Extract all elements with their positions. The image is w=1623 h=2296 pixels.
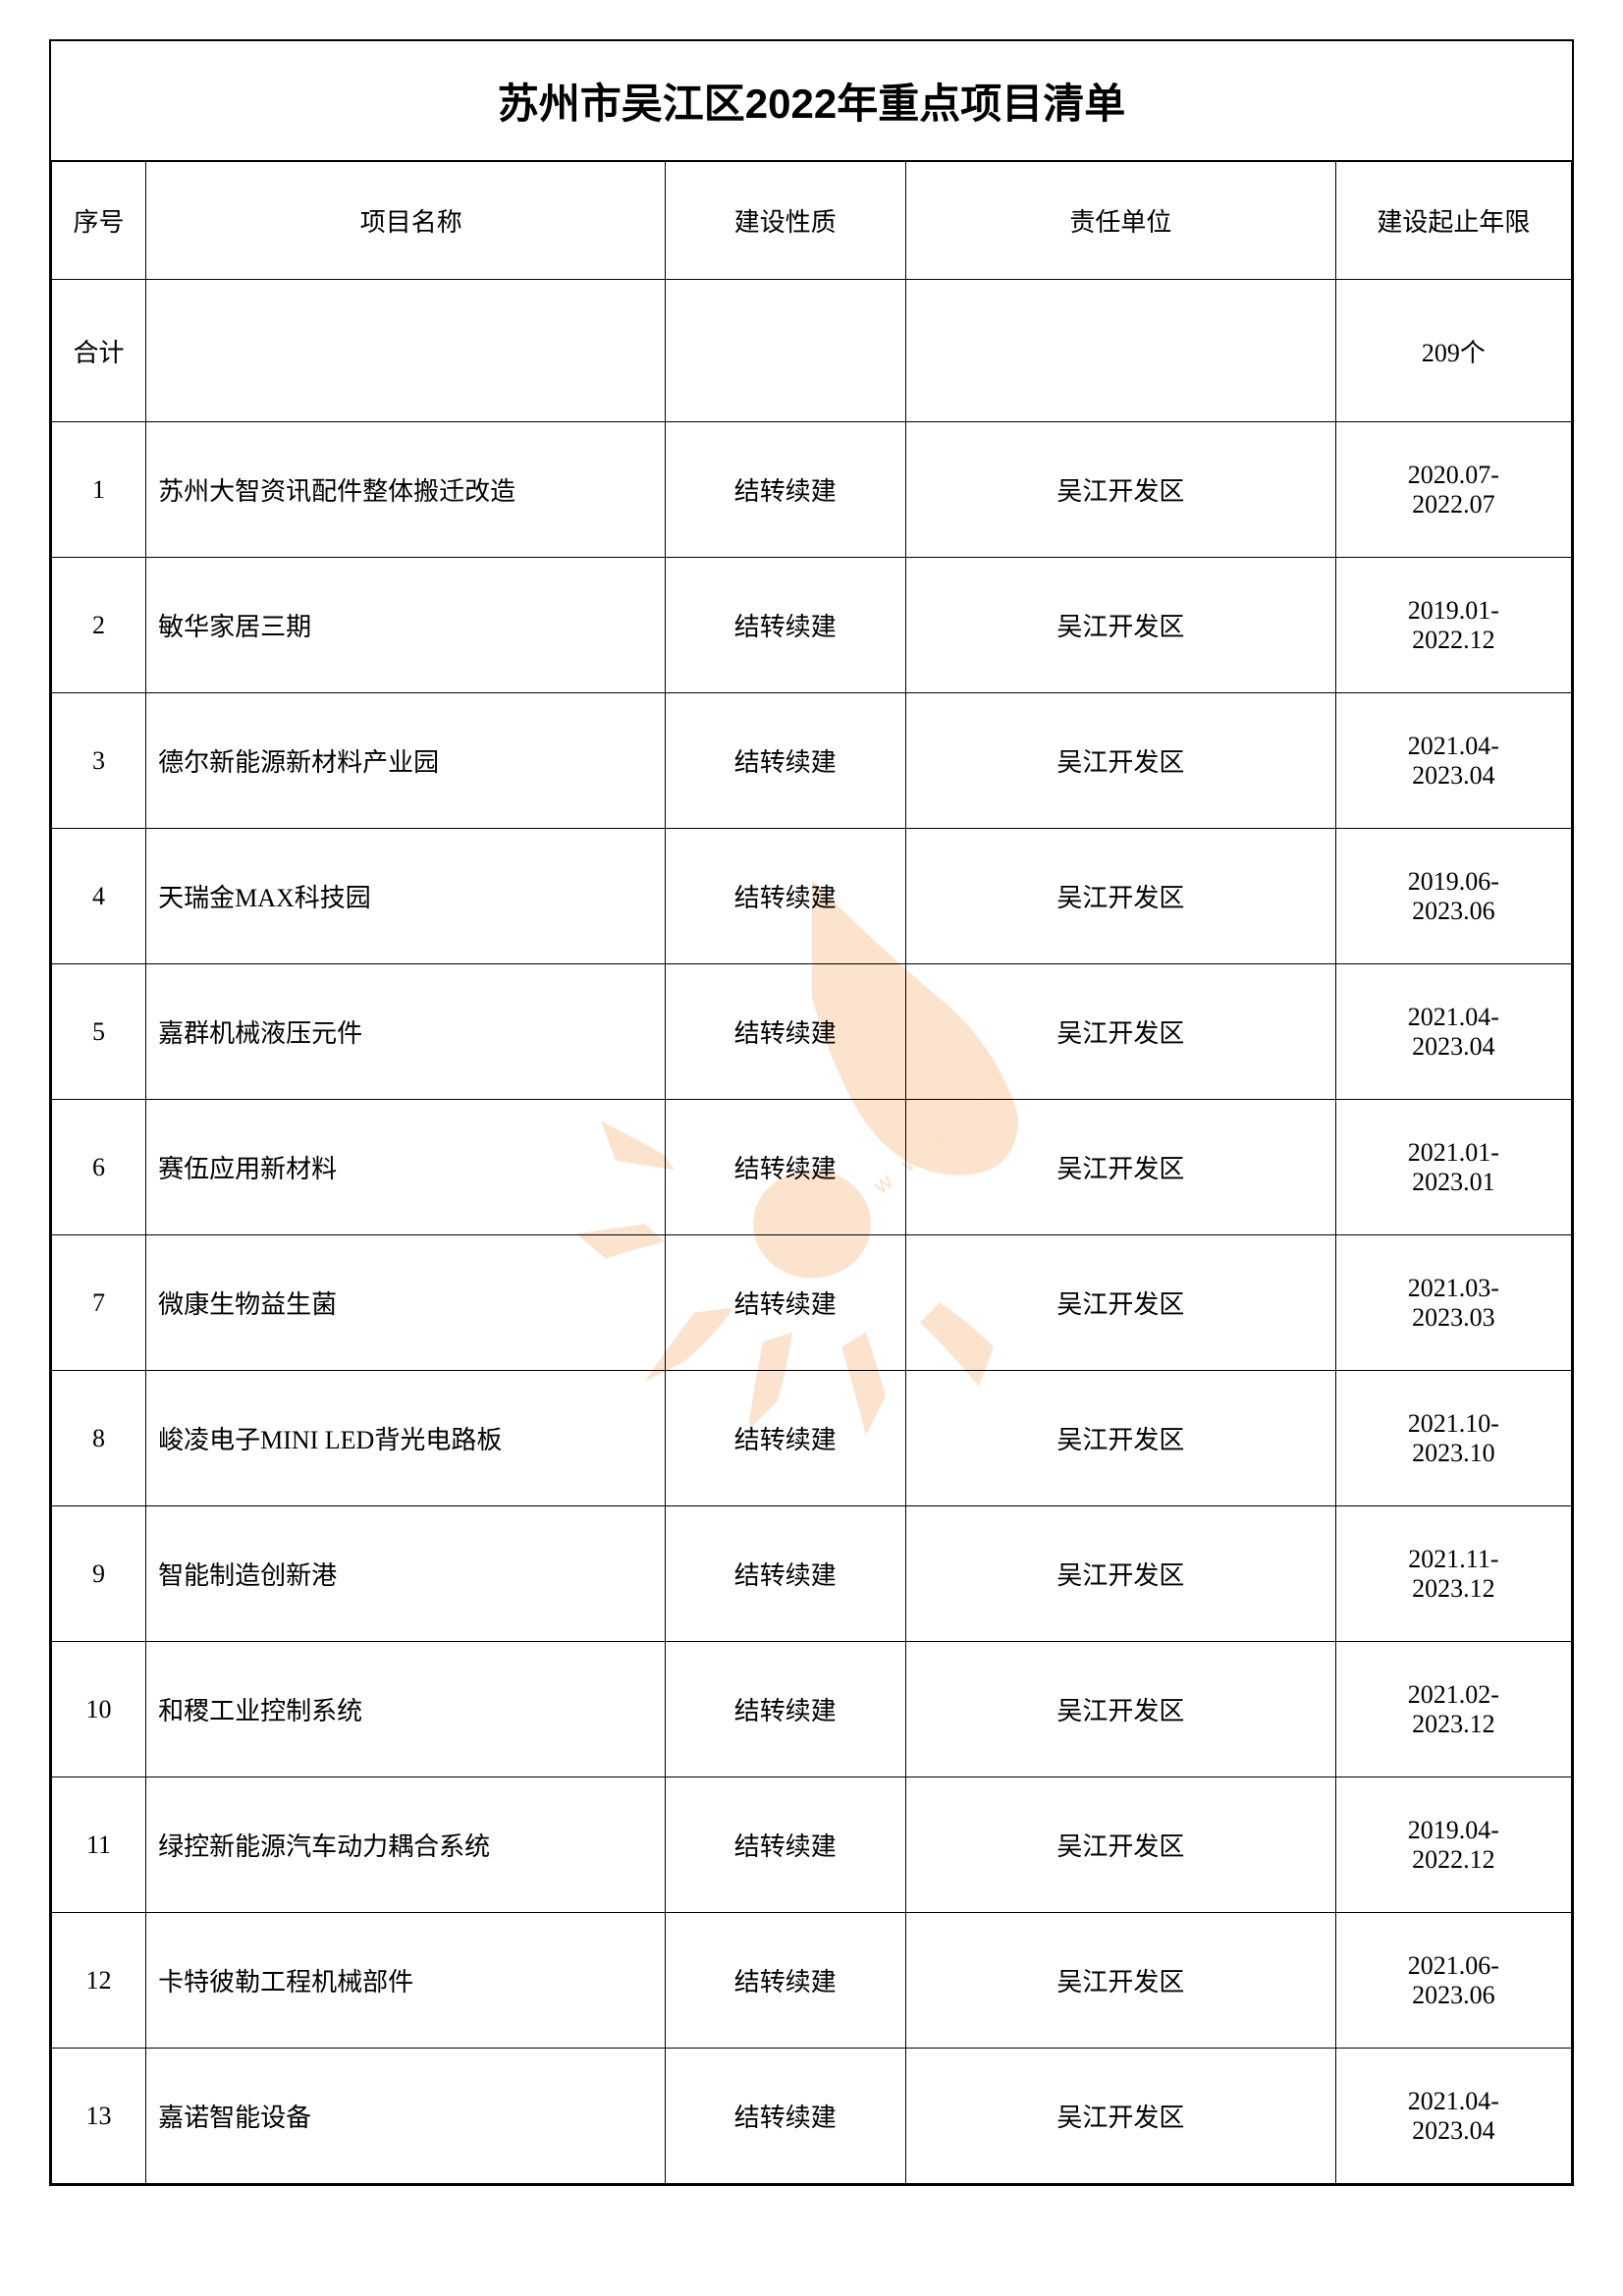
- cell-type: 结转续建: [665, 1235, 906, 1371]
- cell-unit: 吴江开发区: [906, 1913, 1336, 2049]
- table-row: 5嘉群机械液压元件结转续建吴江开发区2021.04-2023.04: [52, 964, 1572, 1100]
- cell-period: 2021.02-2023.12: [1335, 1642, 1571, 1777]
- table-row: 2敏华家居三期结转续建吴江开发区2019.01-2022.12: [52, 558, 1572, 693]
- project-table: 序号 项目名称 建设性质 责任单位 建设起止年限 合计 209个 1苏州大智资讯…: [51, 161, 1572, 2184]
- table-row: 7微康生物益生菌结转续建吴江开发区2021.03-2023.03: [52, 1235, 1572, 1371]
- page-title: 苏州市吴江区2022年重点项目清单: [51, 41, 1572, 161]
- cell-type: 结转续建: [665, 422, 906, 558]
- cell-type: 结转续建: [665, 1506, 906, 1642]
- cell-name: 嘉群机械液压元件: [146, 964, 665, 1100]
- cell-type: 结转续建: [665, 1642, 906, 1777]
- cell-period: 2021.03-2023.03: [1335, 1235, 1571, 1371]
- cell-name: 赛伍应用新材料: [146, 1100, 665, 1235]
- table-row: 13嘉诺智能设备结转续建吴江开发区2021.04-2023.04: [52, 2049, 1572, 2184]
- cell-type: 结转续建: [665, 2049, 906, 2184]
- cell-seq: 10: [52, 1642, 146, 1777]
- total-count: 209个: [1335, 280, 1571, 422]
- cell-period: 2019.01-2022.12: [1335, 558, 1571, 693]
- table-row: 3德尔新能源新材料产业园结转续建吴江开发区2021.04-2023.04: [52, 693, 1572, 829]
- cell-unit: 吴江开发区: [906, 693, 1336, 829]
- table-row: 12卡特彼勒工程机械部件结转续建吴江开发区2021.06-2023.06: [52, 1913, 1572, 2049]
- cell-period: 2019.06-2023.06: [1335, 829, 1571, 964]
- cell-seq: 11: [52, 1777, 146, 1913]
- cell-name: 天瑞金MAX科技园: [146, 829, 665, 964]
- total-row: 合计 209个: [52, 280, 1572, 422]
- table-row: 6赛伍应用新材料结转续建吴江开发区2021.01-2023.01: [52, 1100, 1572, 1235]
- header-type: 建设性质: [665, 162, 906, 280]
- cell-seq: 6: [52, 1100, 146, 1235]
- table-row: 11绿控新能源汽车动力耦合系统结转续建吴江开发区2019.04-2022.12: [52, 1777, 1572, 1913]
- cell-seq: 5: [52, 964, 146, 1100]
- cell-unit: 吴江开发区: [906, 829, 1336, 964]
- cell-unit: 吴江开发区: [906, 558, 1336, 693]
- cell-name: 微康生物益生菌: [146, 1235, 665, 1371]
- cell-name: 智能制造创新港: [146, 1506, 665, 1642]
- cell-period: 2021.06-2023.06: [1335, 1913, 1571, 2049]
- table-row: 9智能制造创新港结转续建吴江开发区2021.11-2023.12: [52, 1506, 1572, 1642]
- total-type-cell: [665, 280, 906, 422]
- cell-seq: 2: [52, 558, 146, 693]
- total-name-cell: [146, 280, 665, 422]
- total-label: 合计: [52, 280, 146, 422]
- header-name: 项目名称: [146, 162, 665, 280]
- table-body: 合计 209个 1苏州大智资讯配件整体搬迁改造结转续建吴江开发区2020.07-…: [52, 280, 1572, 2184]
- table-row: 10和稷工业控制系统结转续建吴江开发区2021.02-2023.12: [52, 1642, 1572, 1777]
- cell-type: 结转续建: [665, 1777, 906, 1913]
- cell-period: 2021.11-2023.12: [1335, 1506, 1571, 1642]
- cell-unit: 吴江开发区: [906, 1371, 1336, 1506]
- cell-unit: 吴江开发区: [906, 2049, 1336, 2184]
- cell-name: 苏州大智资讯配件整体搬迁改造: [146, 422, 665, 558]
- cell-type: 结转续建: [665, 964, 906, 1100]
- cell-name: 和稷工业控制系统: [146, 1642, 665, 1777]
- cell-name: 敏华家居三期: [146, 558, 665, 693]
- cell-period: 2021.04-2023.04: [1335, 693, 1571, 829]
- cell-period: 2020.07-2022.07: [1335, 422, 1571, 558]
- cell-seq: 13: [52, 2049, 146, 2184]
- cell-unit: 吴江开发区: [906, 1506, 1336, 1642]
- cell-type: 结转续建: [665, 829, 906, 964]
- cell-seq: 9: [52, 1506, 146, 1642]
- table-row: 4天瑞金MAX科技园结转续建吴江开发区2019.06-2023.06: [52, 829, 1572, 964]
- project-table-container: 苏州市吴江区2022年重点项目清单 序号 项目名称 建设性质 责任单位 建设起止…: [49, 39, 1574, 2186]
- cell-unit: 吴江开发区: [906, 1642, 1336, 1777]
- cell-period: 2019.04-2022.12: [1335, 1777, 1571, 1913]
- header-unit: 责任单位: [906, 162, 1336, 280]
- cell-type: 结转续建: [665, 1100, 906, 1235]
- cell-unit: 吴江开发区: [906, 422, 1336, 558]
- cell-seq: 7: [52, 1235, 146, 1371]
- header-seq: 序号: [52, 162, 146, 280]
- cell-seq: 4: [52, 829, 146, 964]
- cell-type: 结转续建: [665, 558, 906, 693]
- table-row: 8峻凌电子MINI LED背光电路板结转续建吴江开发区2021.10-2023.…: [52, 1371, 1572, 1506]
- cell-period: 2021.04-2023.04: [1335, 2049, 1571, 2184]
- cell-seq: 12: [52, 1913, 146, 2049]
- cell-period: 2021.04-2023.04: [1335, 964, 1571, 1100]
- cell-name: 嘉诺智能设备: [146, 2049, 665, 2184]
- cell-seq: 3: [52, 693, 146, 829]
- cell-seq: 8: [52, 1371, 146, 1506]
- cell-name: 德尔新能源新材料产业园: [146, 693, 665, 829]
- cell-period: 2021.01-2023.01: [1335, 1100, 1571, 1235]
- cell-name: 卡特彼勒工程机械部件: [146, 1913, 665, 2049]
- cell-seq: 1: [52, 422, 146, 558]
- table-row: 1苏州大智资讯配件整体搬迁改造结转续建吴江开发区2020.07-2022.07: [52, 422, 1572, 558]
- cell-name: 绿控新能源汽车动力耦合系统: [146, 1777, 665, 1913]
- cell-type: 结转续建: [665, 1913, 906, 2049]
- cell-unit: 吴江开发区: [906, 1235, 1336, 1371]
- cell-unit: 吴江开发区: [906, 1100, 1336, 1235]
- cell-name: 峻凌电子MINI LED背光电路板: [146, 1371, 665, 1506]
- header-period: 建设起止年限: [1335, 162, 1571, 280]
- cell-unit: 吴江开发区: [906, 1777, 1336, 1913]
- cell-period: 2021.10-2023.10: [1335, 1371, 1571, 1506]
- cell-type: 结转续建: [665, 1371, 906, 1506]
- table-header-row: 序号 项目名称 建设性质 责任单位 建设起止年限: [52, 162, 1572, 280]
- cell-type: 结转续建: [665, 693, 906, 829]
- total-unit-cell: [906, 280, 1336, 422]
- cell-unit: 吴江开发区: [906, 964, 1336, 1100]
